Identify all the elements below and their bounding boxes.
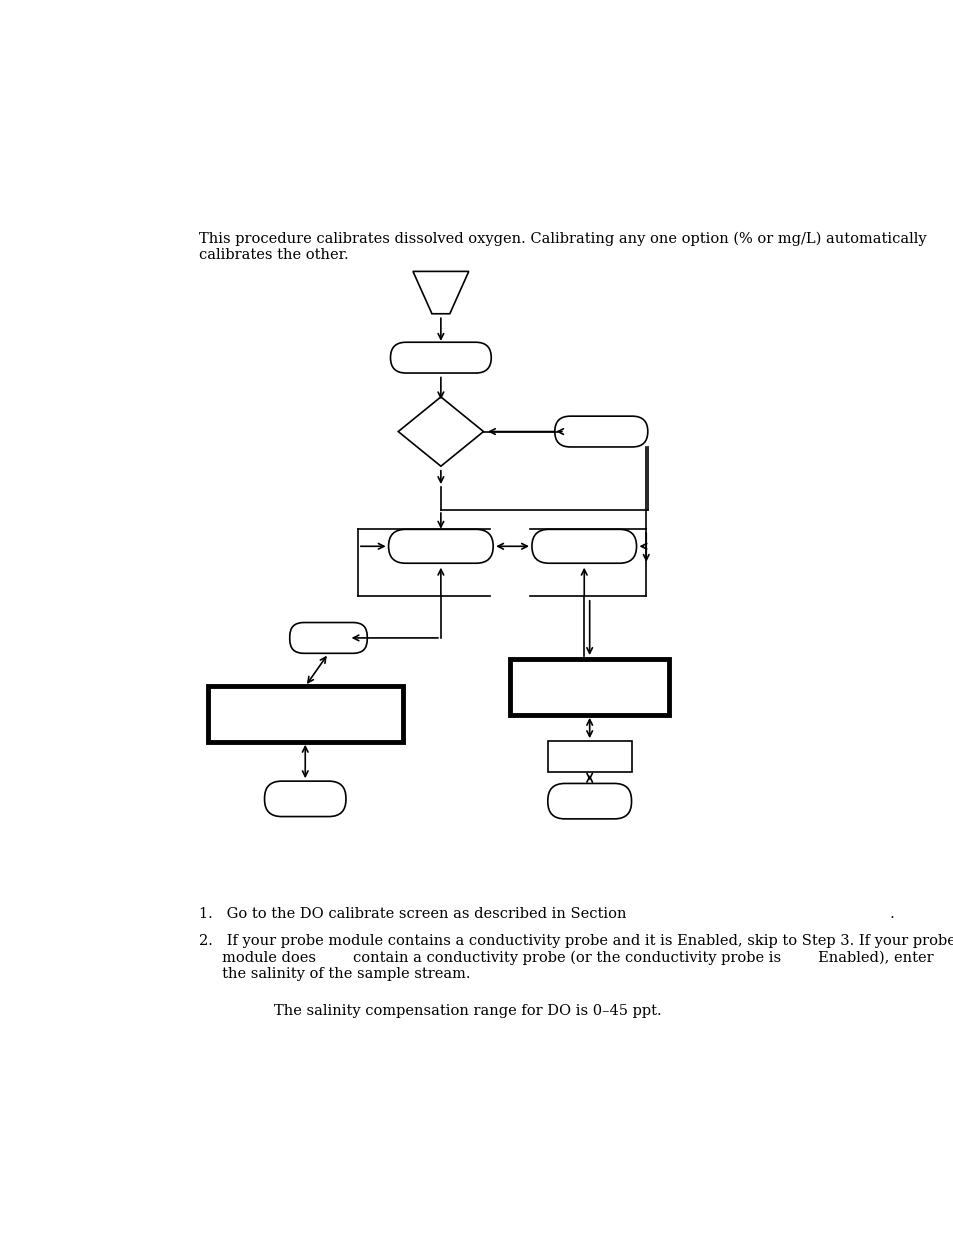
FancyBboxPatch shape — [532, 530, 636, 563]
Bar — [547, 741, 631, 772]
Bar — [510, 659, 668, 715]
FancyBboxPatch shape — [290, 622, 367, 653]
FancyBboxPatch shape — [547, 783, 631, 819]
Bar — [208, 687, 402, 742]
Text: The salinity compensation range for DO is 0–45 ppt.: The salinity compensation range for DO i… — [274, 1004, 661, 1018]
Text: 2.   If your probe module contains a conductivity probe and it is Enabled, skip : 2. If your probe module contains a condu… — [199, 935, 953, 982]
Text: This procedure calibrates dissolved oxygen. Calibrating any one option (% or mg/: This procedure calibrates dissolved oxyg… — [199, 231, 925, 262]
Polygon shape — [397, 396, 483, 466]
FancyBboxPatch shape — [555, 416, 647, 447]
FancyBboxPatch shape — [264, 782, 346, 816]
Text: 1.   Go to the DO calibrate screen as described in Section                      : 1. Go to the DO calibrate screen as desc… — [199, 906, 894, 920]
FancyBboxPatch shape — [388, 530, 493, 563]
Polygon shape — [413, 272, 468, 314]
FancyBboxPatch shape — [390, 342, 491, 373]
